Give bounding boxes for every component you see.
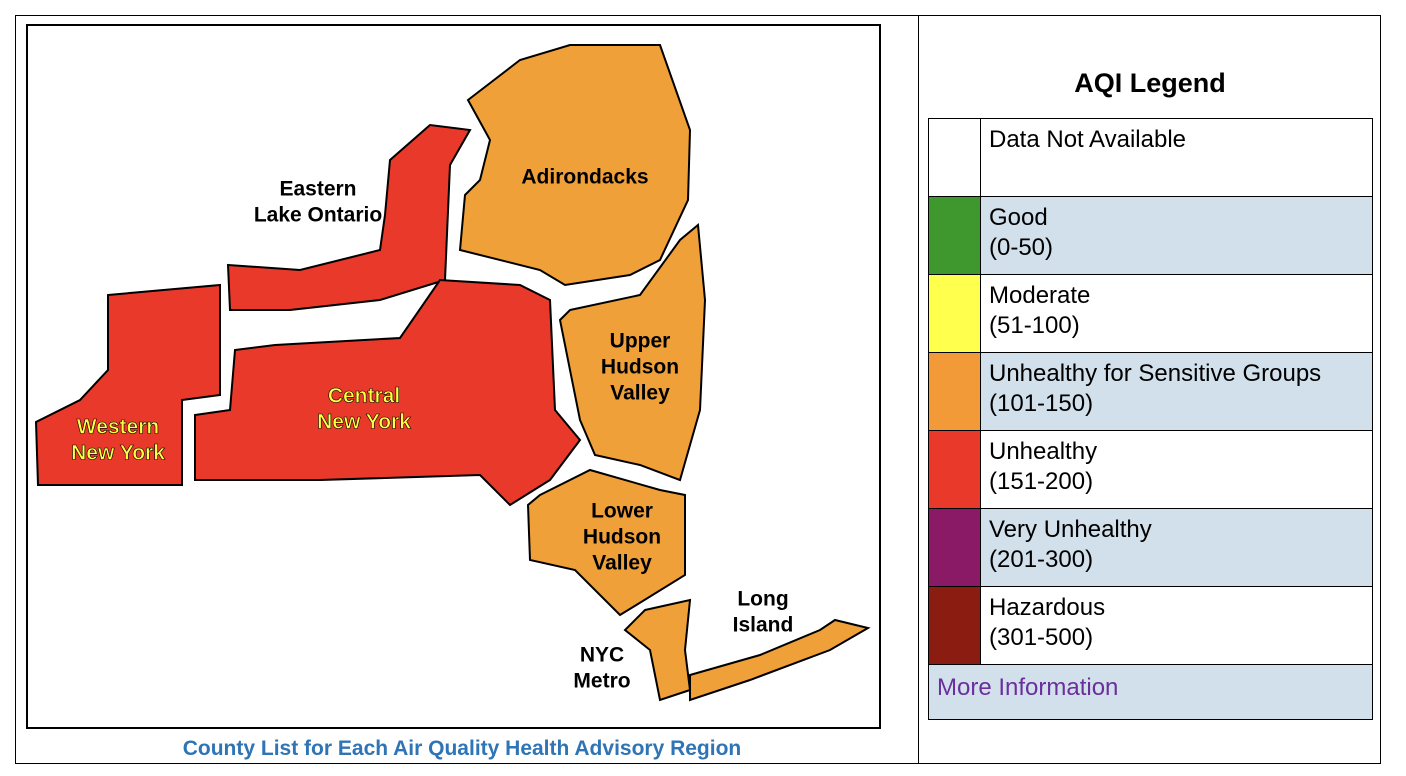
legend-label: Good: [989, 204, 1048, 231]
more-info-link[interactable]: More Information: [937, 674, 1119, 701]
legend-row: More Information: [928, 664, 1373, 720]
legend-row: Good (0-50): [928, 196, 1373, 275]
region-label: NYC: [580, 644, 624, 667]
region-label: Hudson: [583, 526, 661, 549]
legend-text: Unhealthy for Sensitive Groups (101-150): [980, 352, 1373, 431]
frame: [15, 15, 1381, 764]
legend-link-cell: More Information: [928, 664, 1373, 720]
region-label: Adirondacks: [521, 166, 648, 189]
legend-text: Data Not Available: [980, 118, 1373, 197]
legend-label: Moderate: [989, 282, 1091, 309]
legend-label: Very Unhealthy: [989, 516, 1152, 543]
legend-text: Moderate (51-100): [980, 274, 1373, 353]
region-label: Valley: [610, 382, 670, 405]
legend-text: Unhealthy (151-200): [980, 430, 1373, 509]
region-label: Valley: [592, 552, 652, 575]
legend-swatch: [928, 274, 981, 353]
legend-title: AQI Legend: [1074, 68, 1226, 98]
region: [226, 123, 472, 311]
legend-range: (151-200): [989, 468, 1094, 495]
region: [623, 598, 692, 702]
legend-range: (0-50): [989, 234, 1054, 261]
region: [689, 618, 871, 702]
legend-text: Hazardous (301-500): [980, 586, 1373, 665]
legend-range: (201-300): [989, 546, 1094, 573]
legend-text: Good (0-50): [980, 196, 1373, 275]
legend-row: Very Unhealthy (201-300): [928, 508, 1373, 587]
region-label: Western: [77, 416, 159, 439]
legend-swatch: [928, 118, 981, 197]
legend-row: Hazardous (301-500): [928, 586, 1373, 665]
map: Western New York Eastern Lake Ontario Centra…: [26, 24, 881, 729]
legend-swatch: [928, 508, 981, 587]
region-label: Long: [737, 588, 788, 611]
legend-label: Data Not Available: [989, 126, 1187, 153]
region: [458, 44, 692, 287]
region: [558, 223, 707, 482]
legend-row: Unhealthy (151-200): [928, 430, 1373, 509]
region-label: New York: [71, 442, 165, 465]
legend-swatch: [928, 586, 981, 665]
region-label: Island: [733, 614, 794, 637]
legend-label: Unhealthy for Sensitive Groups: [989, 360, 1322, 387]
region-label: New York: [317, 411, 411, 434]
legend-row: Unhealthy for Sensitive Groups (101-150): [928, 352, 1373, 431]
divider: [918, 15, 919, 764]
region-label: Hudson: [601, 356, 679, 379]
legend-range: (51-100): [989, 312, 1080, 339]
caption-link[interactable]: County List for Each Air Quality Health …: [182, 737, 742, 760]
region: [526, 468, 686, 617]
legend-row: Data Not Available: [928, 118, 1373, 197]
legend-swatch: [928, 352, 981, 431]
legend-swatch: [928, 430, 981, 509]
legend-text: Very Unhealthy (201-300): [980, 508, 1373, 587]
region-label: Lake Ontario: [254, 204, 382, 227]
legend-table: Data Not Available Good (0-50) Moderate (51-…: [928, 118, 1373, 720]
legend-label: Unhealthy: [989, 438, 1098, 465]
legend-range: (301-500): [989, 624, 1094, 651]
region: [34, 283, 221, 486]
region-label: Upper: [610, 330, 671, 353]
region-label: Central: [328, 385, 400, 408]
region-label: Eastern: [279, 178, 356, 201]
legend-swatch: [928, 196, 981, 275]
legend-row: Moderate (51-100): [928, 274, 1373, 353]
legend-range: (101-150): [989, 390, 1094, 417]
region-label: Lower: [591, 500, 653, 523]
region: [194, 278, 582, 507]
legend-label: Hazardous: [989, 594, 1106, 621]
region-label: Metro: [573, 670, 630, 693]
